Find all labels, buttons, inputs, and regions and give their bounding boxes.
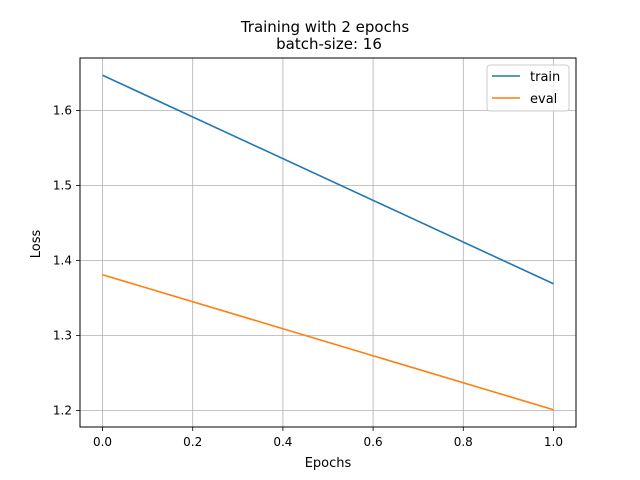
y-tick-label: 1.4 — [53, 254, 72, 268]
x-tick-label: 1.0 — [544, 435, 563, 449]
legend-label-eval: eval — [530, 92, 557, 107]
x-tick-label: 0.4 — [273, 435, 292, 449]
x-tick-label: 0.0 — [93, 435, 112, 449]
y-tick-label: 1.6 — [53, 104, 72, 118]
chart-subtitle: batch-size: 16 — [276, 35, 382, 53]
y-tick-label: 1.3 — [53, 329, 72, 343]
legend: train eval — [486, 64, 570, 112]
x-tick-label: 0.6 — [364, 435, 383, 449]
chart-title: Training with 2 epochs — [240, 18, 410, 36]
x-tick-label: 0.8 — [454, 435, 473, 449]
x-axis: 0.0 0.2 0.4 0.6 0.8 1.0 — [93, 427, 563, 449]
plot-frame — [79, 57, 577, 428]
y-tick-label: 1.2 — [53, 404, 72, 418]
y-axis: 1.2 1.3 1.4 1.5 1.6 — [53, 104, 80, 418]
series-lines — [102, 74, 554, 411]
x-axis-label: Epochs — [305, 456, 352, 471]
x-tick-label: 0.2 — [183, 435, 202, 449]
plot-area — [80, 58, 576, 427]
legend-label-train: train — [530, 70, 560, 85]
y-tick-label: 1.5 — [53, 179, 72, 193]
y-axis-label: Loss — [29, 230, 44, 259]
series-line-eval — [102, 273, 554, 411]
series-line-train — [102, 74, 554, 285]
